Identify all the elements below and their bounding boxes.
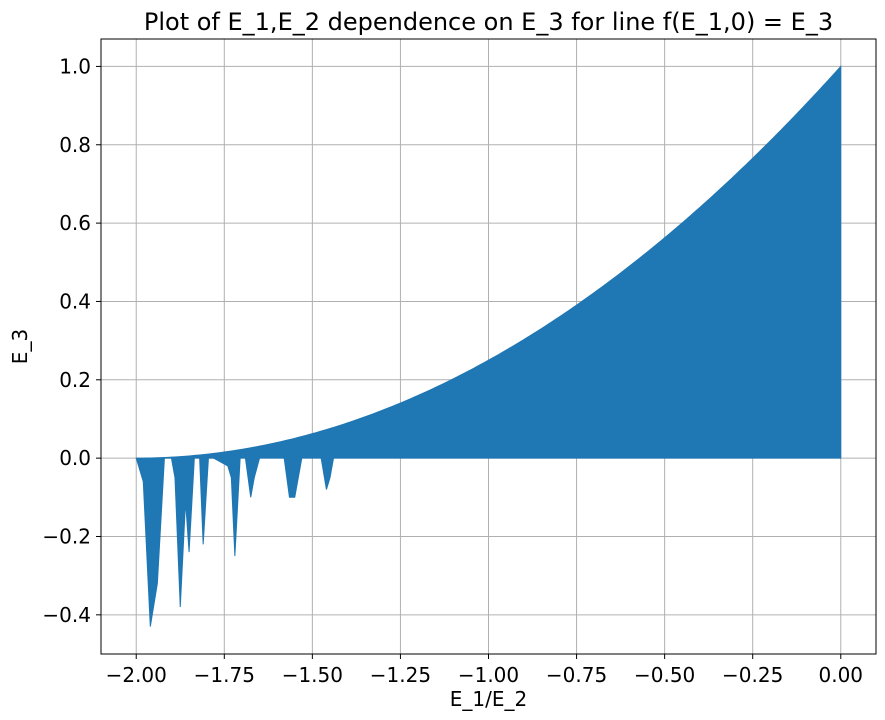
y-tick-label: −0.4 — [42, 603, 91, 627]
y-tick-label: 0.0 — [59, 446, 91, 470]
x-tick-label: −2.00 — [106, 663, 167, 687]
y-tick-label: −0.2 — [42, 524, 91, 548]
y-axis-label: E_3 — [8, 329, 32, 364]
area-fill — [135, 65, 842, 627]
y-tick-label: 0.4 — [59, 289, 91, 313]
x-tick-label: −0.50 — [634, 663, 695, 687]
y-tick-label: 0.2 — [59, 368, 91, 392]
x-tick-label: −1.50 — [282, 663, 343, 687]
y-tick-label: 0.8 — [59, 133, 91, 157]
y-tick-label: 1.0 — [59, 54, 91, 78]
x-axis-label: E_1/E_2 — [450, 687, 527, 711]
x-tick-label: −0.75 — [546, 663, 607, 687]
x-tick-label: −0.25 — [722, 663, 783, 687]
axis-ticks: −2.00 −1.75 −1.50 −1.25 −1.00 −0.75 −0.50 −0.25… — [42, 54, 863, 687]
x-tick-label: −1.00 — [458, 663, 519, 687]
x-tick-label: −1.25 — [370, 663, 431, 687]
x-tick-label: −1.75 — [194, 663, 255, 687]
x-tick-label: 0.00 — [819, 663, 864, 687]
chart-title: Plot of E_1,E_2 dependence on E_3 for li… — [144, 8, 833, 36]
y-tick-label: 0.6 — [59, 211, 91, 235]
